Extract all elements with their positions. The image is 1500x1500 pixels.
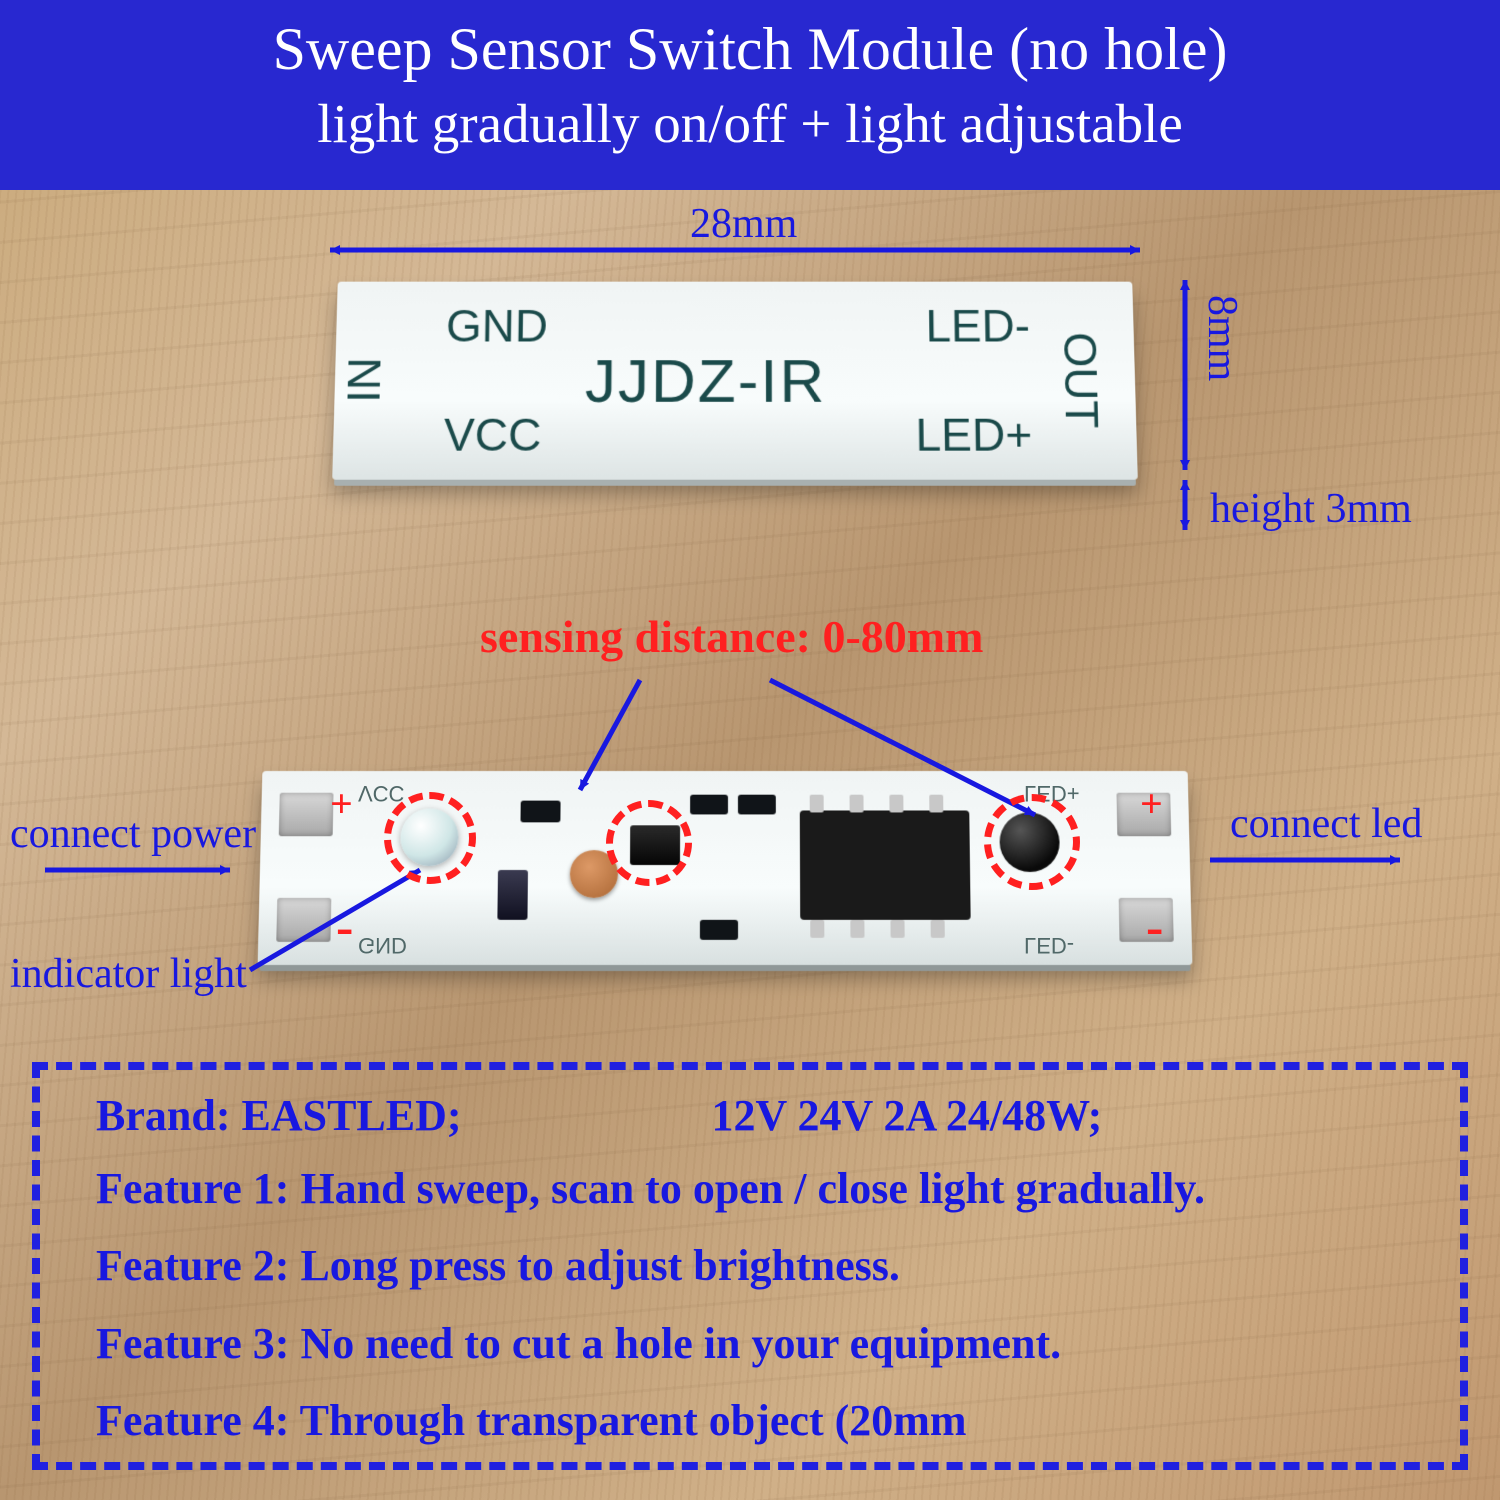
- silk-led-minus: LED-: [925, 299, 1030, 352]
- silk-in: IN: [336, 357, 391, 403]
- spec-brand: Brand: EASTLED;: [96, 1090, 462, 1141]
- polarity-plus-in: +: [330, 780, 353, 827]
- spec-feature2: Feature 2: Long press to adjust brightne…: [96, 1236, 1420, 1295]
- spec-feature1: Feature 1: Hand sweep, scan to open / cl…: [96, 1159, 1420, 1218]
- sensing-distance-label: sensing distance: 0-80mm: [480, 610, 983, 663]
- driver-ic: [800, 810, 971, 919]
- silk-bottom-ledminus: LED-: [1024, 932, 1074, 958]
- spec-feature4: Feature 4: Through transparent object (2…: [96, 1391, 1420, 1450]
- silk-gnd: GND: [446, 299, 549, 352]
- highlight-ir-receiver: [984, 794, 1080, 890]
- connect-led-label: connect led: [1230, 800, 1422, 848]
- spec-box: Brand: EASTLED; 12V 24V 2A 24/48W; Featu…: [32, 1062, 1468, 1470]
- silk-out: OUT: [1052, 332, 1108, 428]
- width-dim-label: 28mm: [690, 200, 797, 248]
- polarity-minus-out: -: [1146, 898, 1163, 957]
- pad-gnd: [276, 898, 331, 942]
- spec-feature3: Feature 3: No need to cut a hole in your…: [96, 1314, 1420, 1373]
- polarity-minus-in: -: [336, 898, 353, 957]
- title-text: Sweep Sensor Switch Module (no hole): [0, 10, 1500, 88]
- indicator-light-label: indicator light: [10, 950, 247, 998]
- silk-bottom-vcc: VCC: [358, 780, 404, 806]
- polarity-plus-out: +: [1140, 780, 1163, 827]
- highlight-center-sensor: [606, 800, 692, 886]
- pcb-top-view: IN GND VCC JJDZ-IR LED- LED+ OUT: [332, 282, 1138, 480]
- thickness-dim-label: height 3mm: [1210, 485, 1412, 533]
- silk-led-plus: LED+: [915, 408, 1033, 462]
- silk-model: JJDZ-IR: [585, 346, 827, 416]
- subtitle-text: light gradually on/off + light adjustabl…: [0, 88, 1500, 160]
- highlight-ir-emitter: [384, 792, 476, 884]
- silk-vcc: VCC: [443, 408, 541, 462]
- silk-bottom-gnd: GND: [358, 932, 407, 958]
- height-dim-label: 8mm: [1198, 295, 1246, 381]
- pad-vcc: [279, 793, 334, 837]
- header-banner: Sweep Sensor Switch Module (no hole) lig…: [0, 0, 1500, 190]
- spec-power: 12V 24V 2A 24/48W;: [712, 1090, 1103, 1141]
- connect-power-label: connect power: [10, 810, 256, 858]
